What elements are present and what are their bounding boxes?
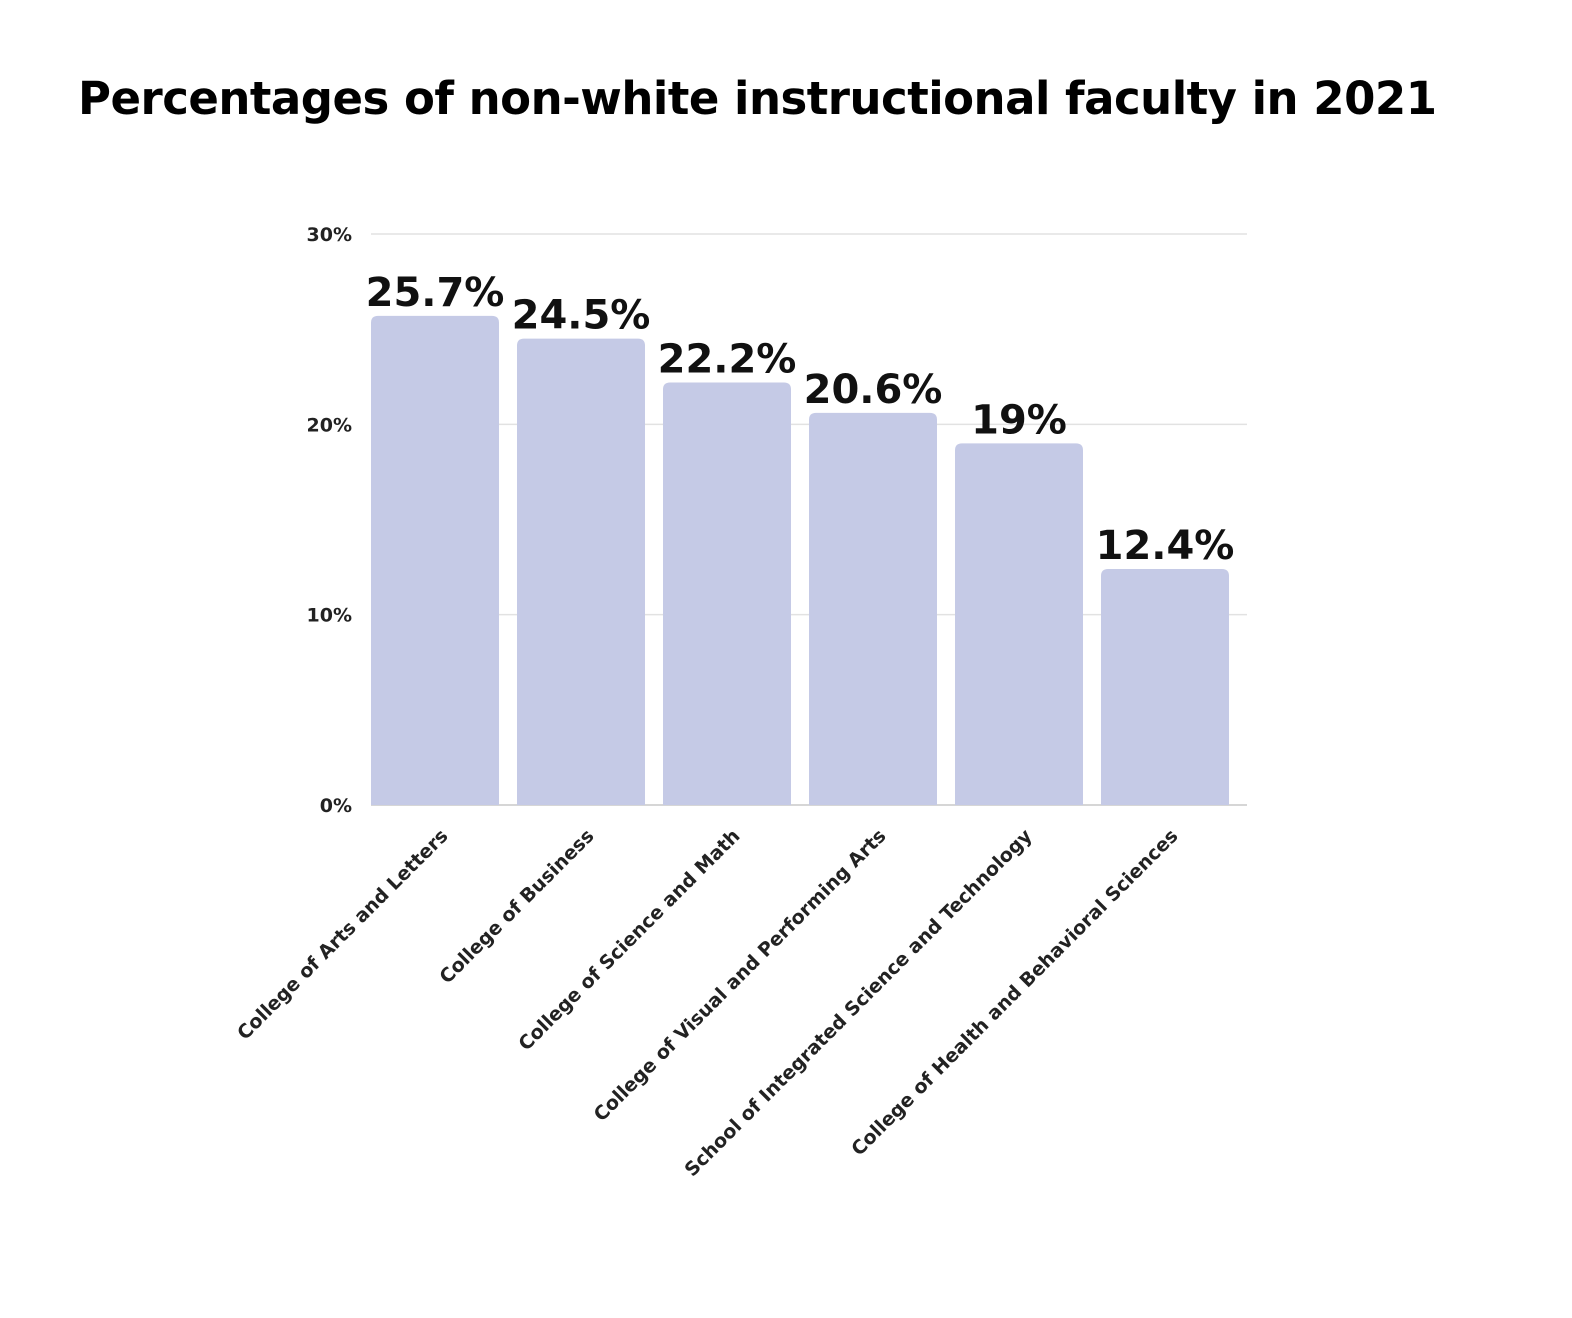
y-tick-label-30: 30% bbox=[307, 224, 352, 246]
category-label-4: College of Visual and Performing Arts bbox=[590, 825, 891, 1126]
bar-1 bbox=[371, 315, 499, 805]
y-tick-label-10: 10% bbox=[307, 605, 352, 627]
value-label-6: 12.4% bbox=[1096, 523, 1235, 569]
category-label-6: College of Health and Behavioral Science… bbox=[847, 825, 1182, 1160]
value-label-3: 22.2% bbox=[658, 336, 797, 382]
value-label-2: 24.5% bbox=[512, 293, 651, 339]
bar-2 bbox=[517, 338, 645, 805]
y-tick-label-20: 20% bbox=[307, 414, 352, 436]
value-label-1: 25.7% bbox=[366, 270, 505, 316]
bar-3 bbox=[663, 382, 791, 805]
value-label-5: 19% bbox=[971, 397, 1067, 443]
bar-6 bbox=[1101, 568, 1229, 805]
y-tick-label-0: 0% bbox=[320, 795, 352, 817]
category-label-2: College of Business bbox=[435, 825, 598, 988]
category-label-5: School of Integrated Science and Technol… bbox=[680, 825, 1037, 1182]
value-label-4: 20.6% bbox=[804, 367, 943, 413]
bar-4 bbox=[809, 412, 937, 805]
category-label-1: College of Arts and Letters bbox=[233, 825, 452, 1044]
chart-title: Percentages of non-white instructional f… bbox=[78, 72, 1437, 125]
bar-5 bbox=[955, 443, 1083, 805]
